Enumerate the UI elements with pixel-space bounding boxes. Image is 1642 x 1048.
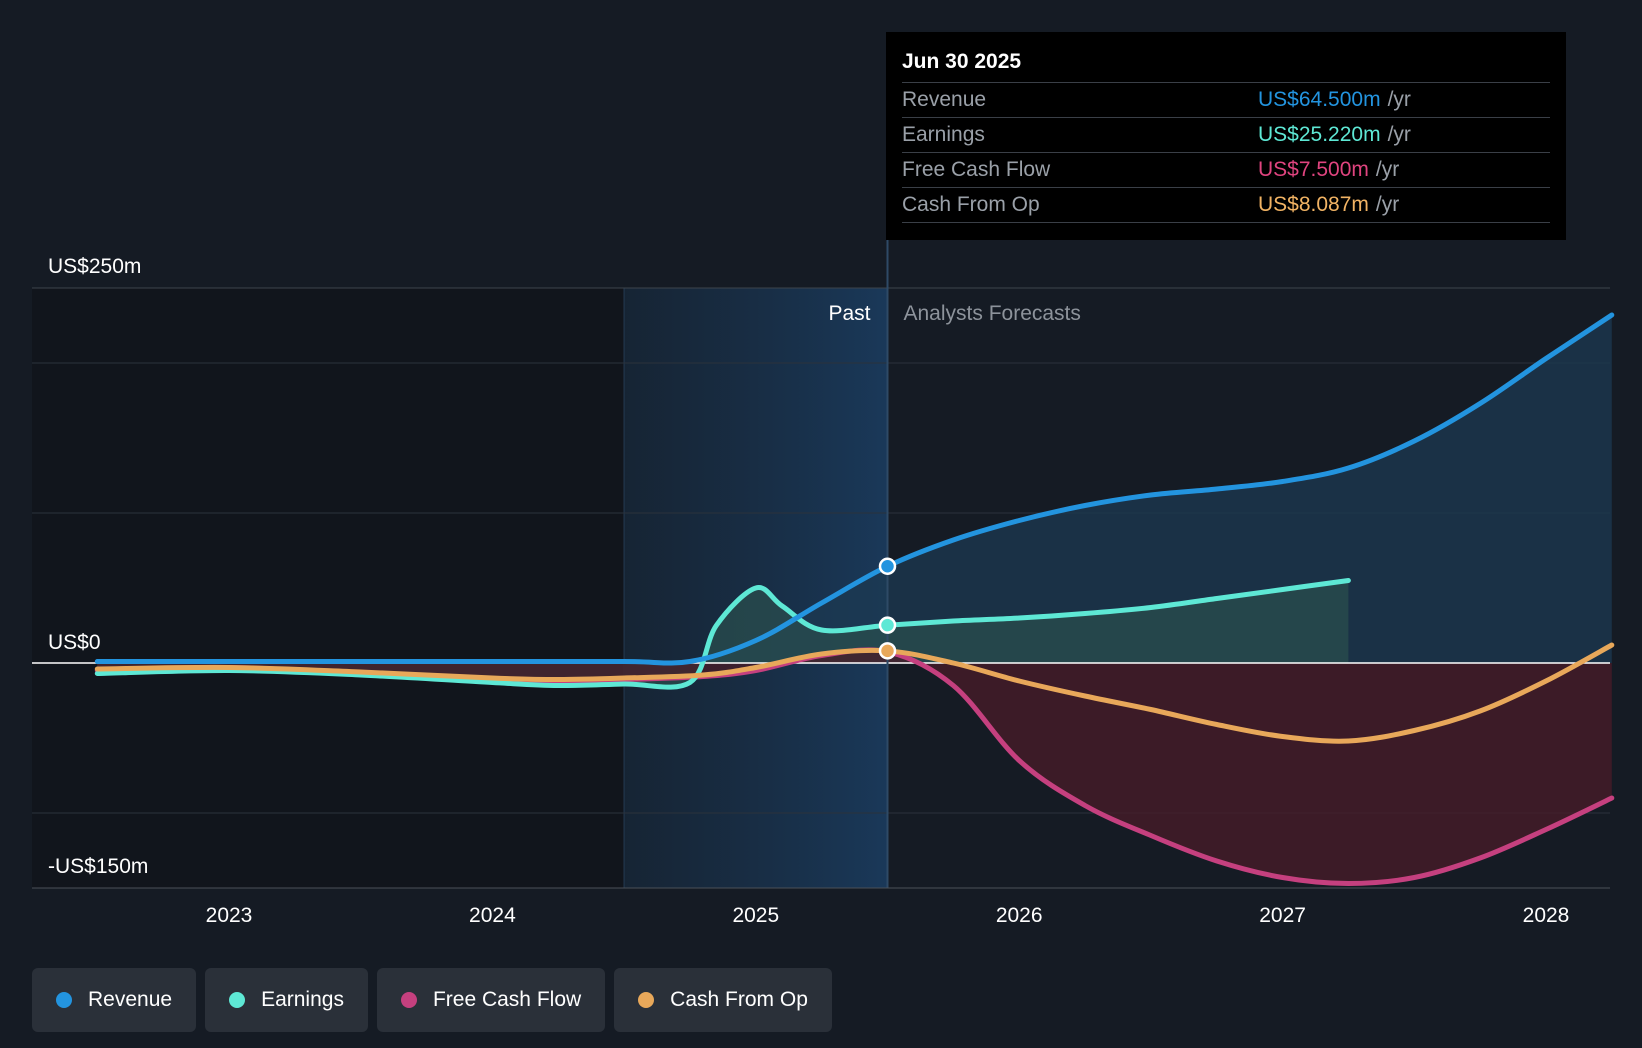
- legend-dot-icon: [400, 992, 417, 1008]
- series-line-earnings: [94, 578, 1351, 690]
- y-axis-labels: US$250m US$0 -US$150m: [48, 255, 148, 878]
- tooltip-unit: /yr: [1387, 88, 1411, 111]
- forecast-label: Analysts Forecasts: [904, 302, 1081, 325]
- series-line-revenue: [94, 312, 1615, 666]
- tooltip-unit: /yr: [1387, 123, 1411, 146]
- series-fill-earnings: [97, 580, 1349, 688]
- x-axis-labels: 2023 2024 2025 2026 2027 2028: [206, 904, 1570, 927]
- tooltip-value: US$64.500m: [1258, 88, 1381, 111]
- tooltip-label: Free Cash Flow: [902, 158, 1051, 181]
- series-markers: [878, 557, 897, 660]
- y-axis-label: -US$150m: [48, 855, 148, 878]
- tooltip-row-cash-from-op: Cash From Op US$8.087m /yr: [902, 188, 1550, 223]
- legend-dot-icon: [229, 992, 246, 1008]
- y-axis-label: US$0: [48, 631, 101, 654]
- marker-revenue: [878, 557, 897, 575]
- series-fill-revenue: [97, 315, 1612, 664]
- x-axis-label: 2024: [469, 904, 516, 927]
- tooltip-value: US$25.220m: [1258, 123, 1381, 146]
- pre-past-shade: [32, 288, 623, 888]
- tooltip-label: Cash From Op: [902, 193, 1040, 216]
- legend-label: Cash From Op: [670, 988, 808, 1011]
- legend-revenue-toggle[interactable]: Revenue: [32, 968, 197, 1032]
- legend-dot-icon: [56, 992, 72, 1008]
- tooltip-unit: /yr: [1375, 158, 1400, 181]
- tooltip-row-free-cash-flow: Free Cash Flow US$7.500m /yr: [902, 153, 1550, 188]
- x-axis-label: 2027: [1259, 904, 1306, 927]
- legend-dot-icon: [638, 992, 655, 1008]
- tooltip-label: Revenue: [902, 88, 987, 111]
- tooltip-row-earnings: Earnings US$25.220m /yr: [902, 118, 1550, 153]
- series-fill-free-cash-flow: [97, 649, 1612, 884]
- tooltip-date: Jun 30 2025: [902, 46, 1550, 83]
- x-axis-label: 2023: [206, 904, 253, 927]
- tooltip-row-revenue: Revenue US$64.500m /yr: [902, 83, 1550, 118]
- tooltip-label: Earnings: [902, 123, 985, 146]
- tooltip: Jun 30 2025 Revenue US$64.500m /yr Earni…: [886, 32, 1566, 240]
- marker-earnings: [878, 616, 897, 634]
- x-axis-label: 2025: [732, 904, 779, 927]
- x-axis-label: 2028: [1523, 904, 1570, 927]
- series-lines: [94, 312, 1615, 886]
- legend-earnings-toggle[interactable]: Earnings: [205, 968, 368, 1032]
- tooltip-value: US$8.087m: [1258, 193, 1369, 216]
- legend-free-cash-flow-toggle[interactable]: Free Cash Flow: [376, 968, 606, 1032]
- legend-label: Revenue: [88, 988, 173, 1011]
- legend-label: Earnings: [261, 988, 344, 1011]
- x-axis-label: 2026: [996, 904, 1043, 927]
- legend-label: Free Cash Flow: [432, 988, 582, 1011]
- series-fills: [97, 315, 1612, 884]
- legend-cash-from-op-toggle[interactable]: Cash From Op: [614, 968, 832, 1032]
- legend: Revenue Earnings Free Cash Flow Cash Fro…: [32, 968, 832, 1032]
- past-label: Past: [828, 302, 870, 325]
- marker-cash-from-op: [878, 642, 897, 660]
- y-axis-label: US$250m: [48, 255, 141, 278]
- tooltip-unit: /yr: [1375, 193, 1400, 216]
- tooltip-value: US$7.500m: [1258, 158, 1369, 181]
- series-line-cash-from-op: [94, 642, 1615, 744]
